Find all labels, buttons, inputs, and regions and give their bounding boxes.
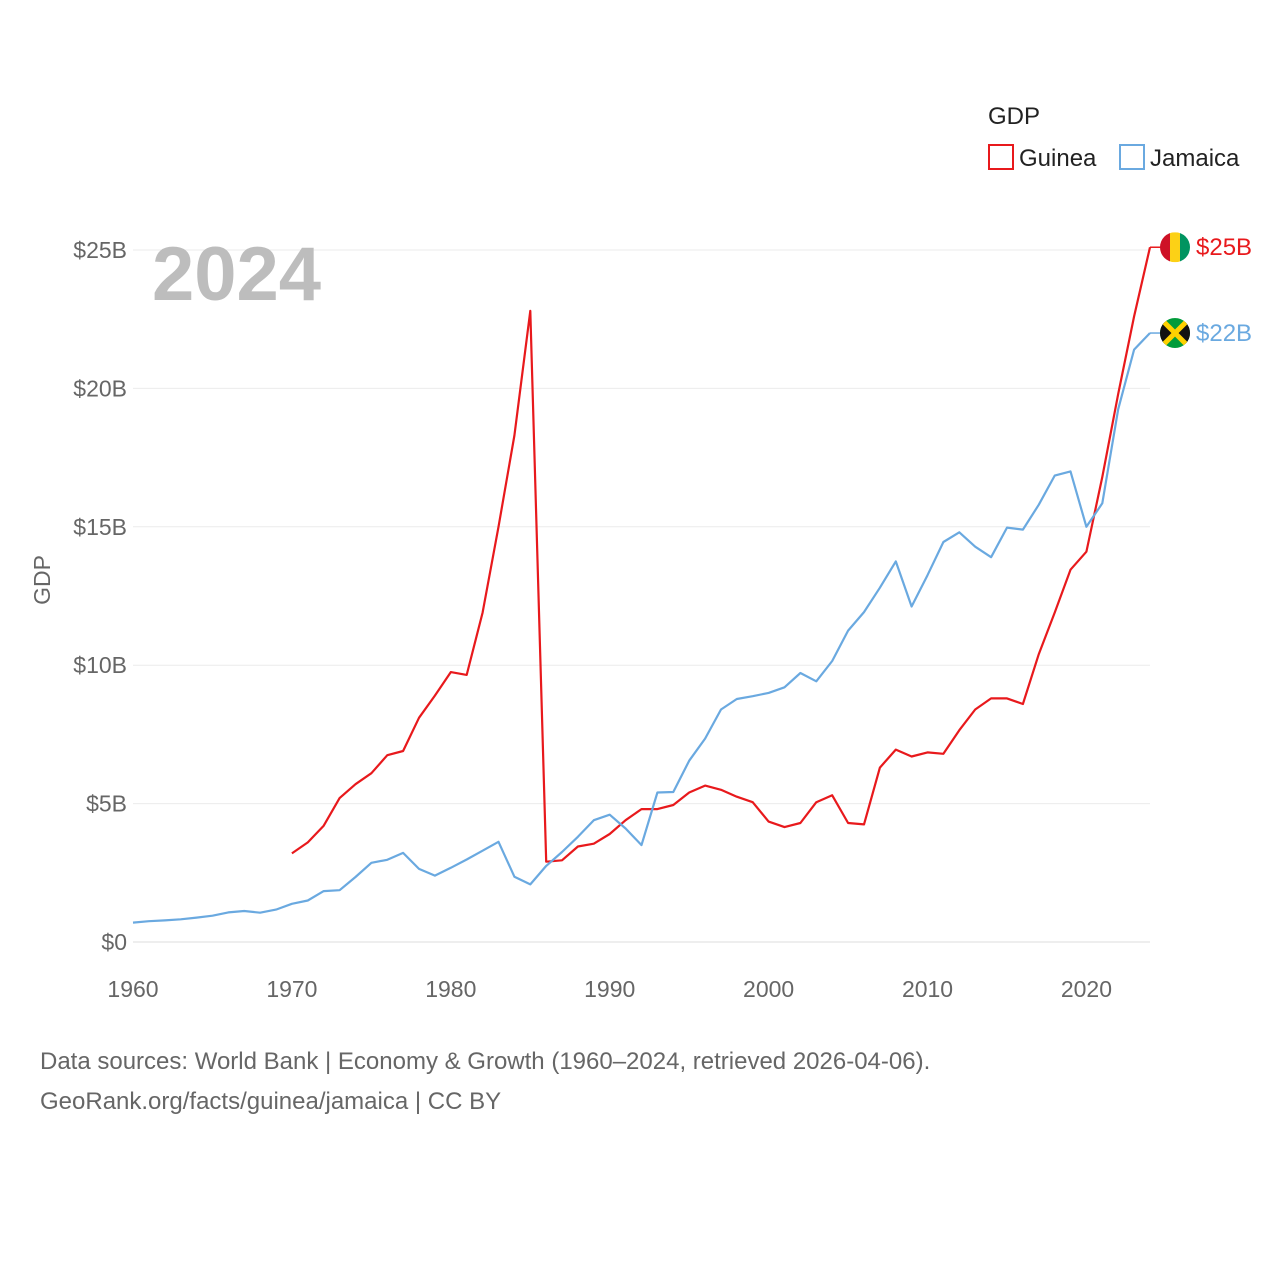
- x-tick-label: 1970: [266, 976, 317, 1002]
- y-tick-label: $10B: [73, 652, 127, 678]
- y-tick-label: $15B: [73, 514, 127, 540]
- legend-label-guinea: Guinea: [1019, 145, 1097, 172]
- legend-swatch-jamaica: [1119, 144, 1145, 170]
- y-axis-title: GDP: [29, 555, 55, 605]
- x-tick-label: 2020: [1061, 976, 1112, 1002]
- source-line-1: Data sources: World Bank | Economy & Gro…: [40, 1048, 931, 1075]
- jamaica-flag-icon: [1160, 318, 1190, 349]
- x-tick-label: 1980: [425, 976, 476, 1002]
- series-line-guinea: [291, 246, 1152, 863]
- gdp-line-chart: $0 $5B $10B $15B $20B $25B 1960 1970 1980 1990 20…: [29, 103, 1252, 1002]
- x-tick-label: 2000: [743, 976, 794, 1002]
- y-tick-label: $25B: [73, 237, 127, 263]
- series-line-jamaica: [132, 332, 1151, 924]
- legend-item-guinea[interactable]: Guinea: [988, 144, 1097, 172]
- end-labels: $25B $22B: [1150, 232, 1252, 349]
- source-line-2: GeoRank.org/facts/guinea/jamaica | CC BY: [40, 1088, 502, 1115]
- x-axis-ticks: 1960 1970 1980 1990 2000 2010 2020: [107, 976, 1112, 1002]
- y-tick-label: $5B: [86, 791, 127, 817]
- source-note: Data sources: World Bank | Economy & Gro…: [40, 1042, 1240, 1122]
- y-tick-label: $20B: [73, 375, 127, 401]
- legend-swatch-guinea: [988, 144, 1014, 170]
- legend-item-jamaica[interactable]: Jamaica: [1119, 144, 1240, 172]
- legend[interactable]: GDP Guinea Jamaica: [988, 103, 1240, 172]
- y-tick-label: $0: [101, 929, 127, 955]
- legend-label-jamaica: Jamaica: [1150, 145, 1240, 172]
- year-label: 2024: [152, 232, 321, 317]
- guinea-flag-icon: [1160, 232, 1190, 263]
- series-lines: [132, 246, 1152, 924]
- x-tick-label: 1960: [107, 976, 158, 1002]
- end-label-jamaica: $22B: [1196, 320, 1252, 347]
- end-label-guinea: $25B: [1196, 234, 1252, 261]
- grid-lines: [133, 249, 1150, 943]
- x-tick-label: 2010: [902, 976, 953, 1002]
- y-axis-ticks: $0 $5B $10B $15B $20B $25B: [73, 237, 127, 955]
- x-tick-label: 1990: [584, 976, 635, 1002]
- legend-title: GDP: [988, 103, 1040, 130]
